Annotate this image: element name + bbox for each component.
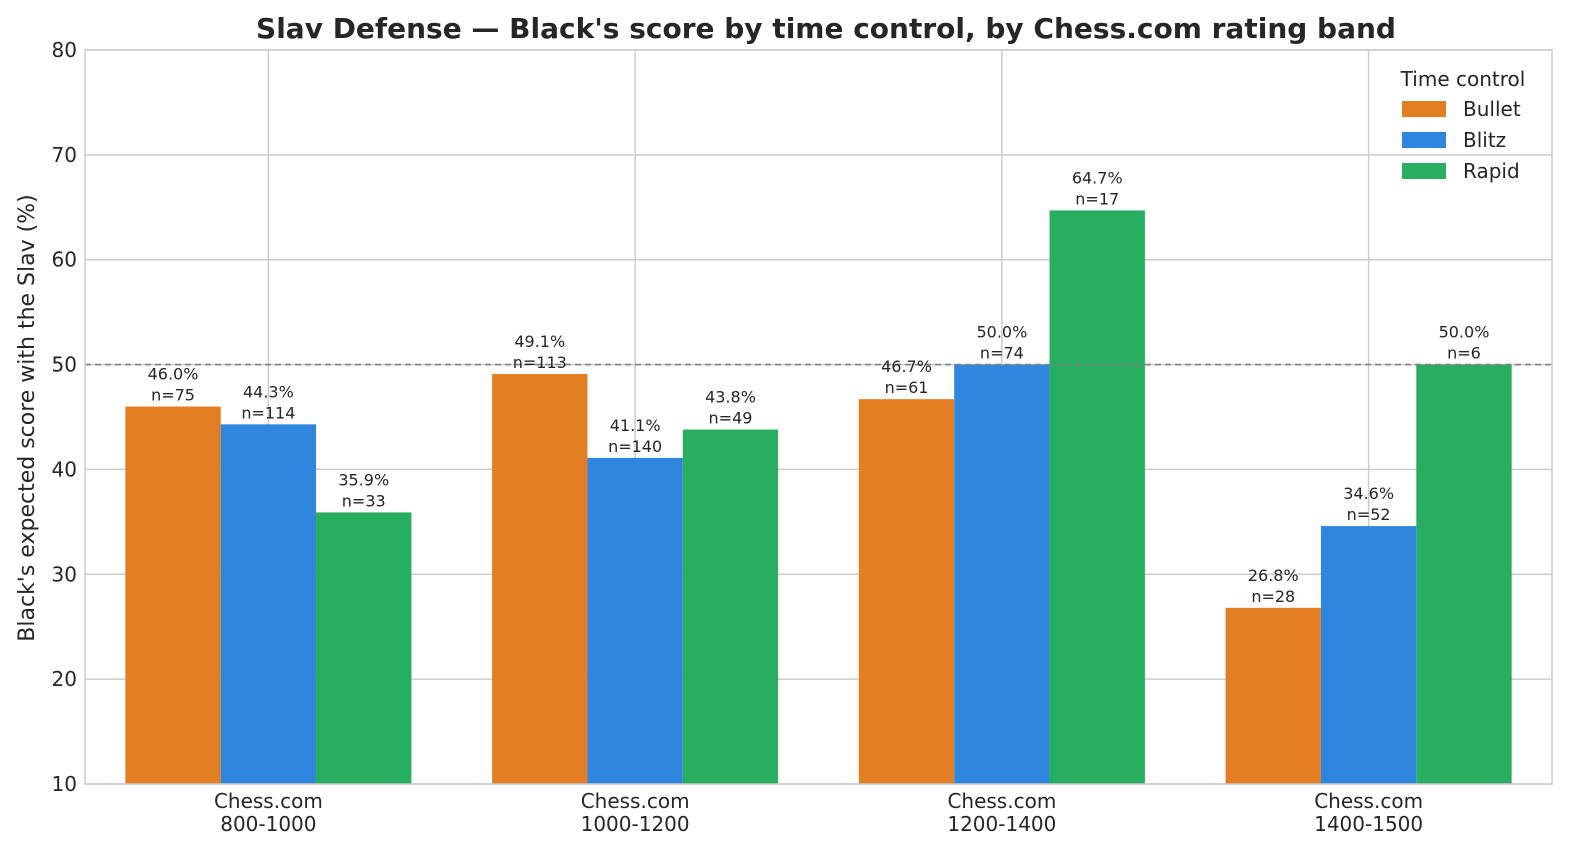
y-tick-label: 70 (52, 143, 77, 167)
bar-bullet-0 (125, 406, 221, 784)
chart-title: Slav Defense — Black's score by time con… (256, 12, 1396, 45)
data-label-n: n=17 (1075, 189, 1119, 208)
legend-swatch-rapid (1402, 163, 1446, 179)
bar-bullet-2 (858, 399, 955, 784)
data-label-n: n=114 (241, 403, 295, 422)
x-tick-label: 1000-1200 (581, 812, 690, 836)
y-tick-label: 20 (52, 667, 77, 691)
y-tick-label: 80 (52, 38, 77, 62)
legend-label-rapid: Rapid (1463, 159, 1520, 183)
data-label-pct: 41.1% (610, 416, 661, 435)
bar-bullet-1 (492, 374, 588, 784)
data-label-n: n=6 (1447, 344, 1481, 363)
data-label-pct: 46.0% (148, 365, 199, 384)
data-label-pct: 46.7% (881, 357, 932, 376)
data-label-n: n=75 (151, 386, 195, 405)
data-label-n: n=52 (1347, 505, 1391, 524)
data-label-n: n=28 (1251, 587, 1295, 606)
data-label-pct: 50.0% (1439, 323, 1490, 342)
data-label-pct: 49.1% (514, 332, 565, 351)
x-tick-label: Chess.com (214, 789, 323, 813)
legend-swatch-blitz (1402, 132, 1446, 148)
data-label-pct: 34.6% (1343, 484, 1394, 503)
data-label-n: n=61 (885, 378, 929, 397)
bar-blitz-3 (1320, 526, 1417, 784)
legend-label-bullet: Bullet (1463, 97, 1521, 121)
data-label-pct: 43.8% (705, 388, 756, 407)
data-label-n: n=74 (980, 344, 1024, 363)
y-tick-label: 40 (52, 457, 77, 481)
x-tick-label: 800-1000 (220, 812, 316, 836)
y-axis-label: Black's expected score with the Slav (%) (15, 194, 40, 641)
data-label-n: n=113 (513, 353, 567, 372)
bar-rapid-2 (1049, 210, 1145, 785)
bar-blitz-0 (220, 424, 317, 784)
bar-rapid-0 (316, 512, 412, 784)
bar-blitz-2 (954, 364, 1050, 784)
y-tick-label: 60 (52, 248, 77, 272)
data-label-n: n=33 (342, 491, 386, 510)
x-tick-label: Chess.com (581, 789, 690, 813)
plot-frame (84, 49, 1553, 785)
data-label-pct: 44.3% (243, 382, 294, 401)
legend: Time control Bullet Blitz Rapid (1400, 67, 1526, 183)
bar-bullet-3 (1225, 607, 1321, 784)
y-tick-label: 50 (52, 353, 77, 377)
data-label-n: n=49 (709, 409, 753, 428)
data-label-pct: 64.7% (1072, 168, 1123, 187)
bar-rapid-1 (682, 429, 779, 784)
bar-rapid-3 (1416, 364, 1512, 784)
data-labels: 46.0% n=75 49.1% n=113 46.7% n=61 26.8% n=28 44.… (148, 168, 1490, 605)
legend-label-blitz: Blitz (1463, 128, 1506, 152)
axis-ticks: 1020304050607080Chess.com800-1000Chess.c… (52, 38, 1424, 836)
bars (125, 210, 1512, 785)
data-label-pct: 35.9% (338, 470, 389, 489)
y-tick-label: 10 (52, 772, 77, 796)
bar-blitz-1 (587, 457, 683, 784)
x-tick-label: Chess.com (947, 789, 1056, 813)
data-label-pct: 50.0% (976, 323, 1027, 342)
data-label-pct: 26.8% (1248, 566, 1299, 585)
legend-swatch-bullet (1402, 101, 1446, 117)
legend-title: Time control (1400, 67, 1526, 91)
x-tick-label: Chess.com (1314, 789, 1423, 813)
x-tick-label: 1200-1400 (947, 812, 1056, 836)
x-tick-label: 1400-1500 (1314, 812, 1423, 836)
data-label-n: n=140 (608, 437, 662, 456)
y-tick-label: 30 (52, 562, 77, 586)
